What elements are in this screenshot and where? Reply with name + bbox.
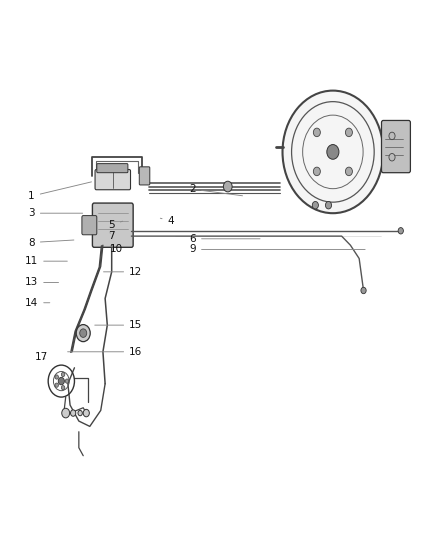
FancyBboxPatch shape — [82, 215, 97, 235]
Text: 9: 9 — [189, 245, 365, 254]
Circle shape — [398, 228, 403, 234]
FancyBboxPatch shape — [139, 167, 150, 185]
Text: 7: 7 — [108, 231, 115, 240]
Text: 3: 3 — [28, 208, 83, 218]
Circle shape — [78, 410, 82, 416]
Circle shape — [312, 201, 318, 209]
FancyBboxPatch shape — [95, 169, 131, 190]
Circle shape — [346, 128, 353, 136]
Circle shape — [283, 91, 383, 213]
Circle shape — [83, 409, 89, 417]
Text: 12: 12 — [103, 267, 142, 277]
FancyBboxPatch shape — [92, 203, 133, 247]
Circle shape — [61, 385, 65, 390]
Text: 17: 17 — [35, 352, 48, 362]
FancyBboxPatch shape — [381, 120, 410, 173]
Circle shape — [65, 379, 69, 383]
Circle shape — [389, 154, 395, 161]
Text: 8: 8 — [28, 238, 74, 247]
Circle shape — [80, 329, 87, 337]
Circle shape — [71, 410, 76, 416]
Text: 15: 15 — [95, 320, 142, 330]
Circle shape — [389, 132, 395, 140]
Circle shape — [346, 167, 353, 176]
Text: 6: 6 — [189, 234, 260, 244]
Circle shape — [313, 128, 320, 136]
Text: 13: 13 — [25, 278, 59, 287]
Text: 16: 16 — [67, 347, 142, 357]
Circle shape — [61, 373, 65, 377]
Text: 10: 10 — [110, 245, 123, 254]
FancyBboxPatch shape — [97, 164, 128, 173]
Circle shape — [327, 144, 339, 159]
Circle shape — [55, 375, 58, 379]
Circle shape — [313, 167, 320, 176]
Text: 1: 1 — [28, 182, 92, 201]
Circle shape — [55, 383, 58, 387]
Text: 2: 2 — [189, 184, 243, 196]
Text: 5: 5 — [108, 220, 123, 230]
Circle shape — [223, 181, 232, 192]
Circle shape — [325, 201, 332, 209]
Circle shape — [62, 408, 70, 418]
Text: 14: 14 — [25, 298, 50, 308]
Text: 11: 11 — [25, 256, 67, 266]
Circle shape — [361, 287, 366, 294]
Circle shape — [76, 325, 90, 342]
Text: 4: 4 — [160, 216, 174, 226]
Circle shape — [58, 377, 64, 385]
